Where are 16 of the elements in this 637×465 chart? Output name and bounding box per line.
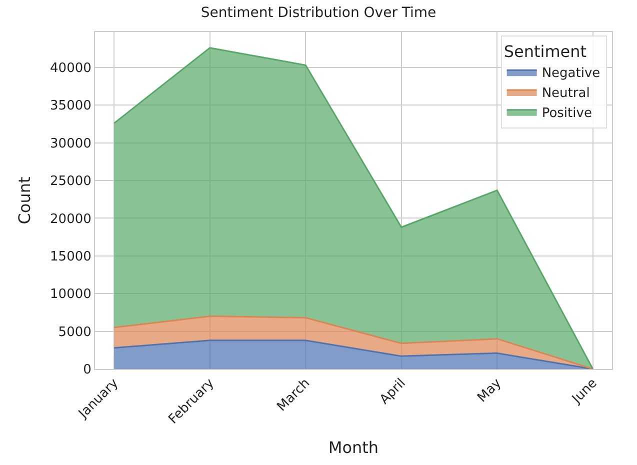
legend-title: Sentiment	[504, 42, 587, 62]
y-tick-label: 0	[83, 362, 92, 378]
y-tick-label: 15000	[50, 249, 92, 264]
legend-label: Negative	[542, 66, 600, 82]
x-axis-title: Month	[328, 438, 379, 457]
chart-title: Sentiment Distribution Over Time	[200, 4, 436, 21]
legend-label: Positive	[542, 106, 592, 121]
y-tick-label: 35000	[50, 98, 92, 114]
y-tick-label: 5000	[58, 324, 92, 340]
y-tick-label: 30000	[50, 136, 92, 152]
y-tick-label: 20000	[50, 212, 92, 227]
y-tick-label: 10000	[50, 287, 92, 302]
y-tick-label: 40000	[50, 60, 92, 76]
y-axis-title: Count	[14, 176, 34, 224]
legend-label: Neutral	[542, 86, 590, 102]
y-tick-label: 25000	[50, 174, 92, 190]
